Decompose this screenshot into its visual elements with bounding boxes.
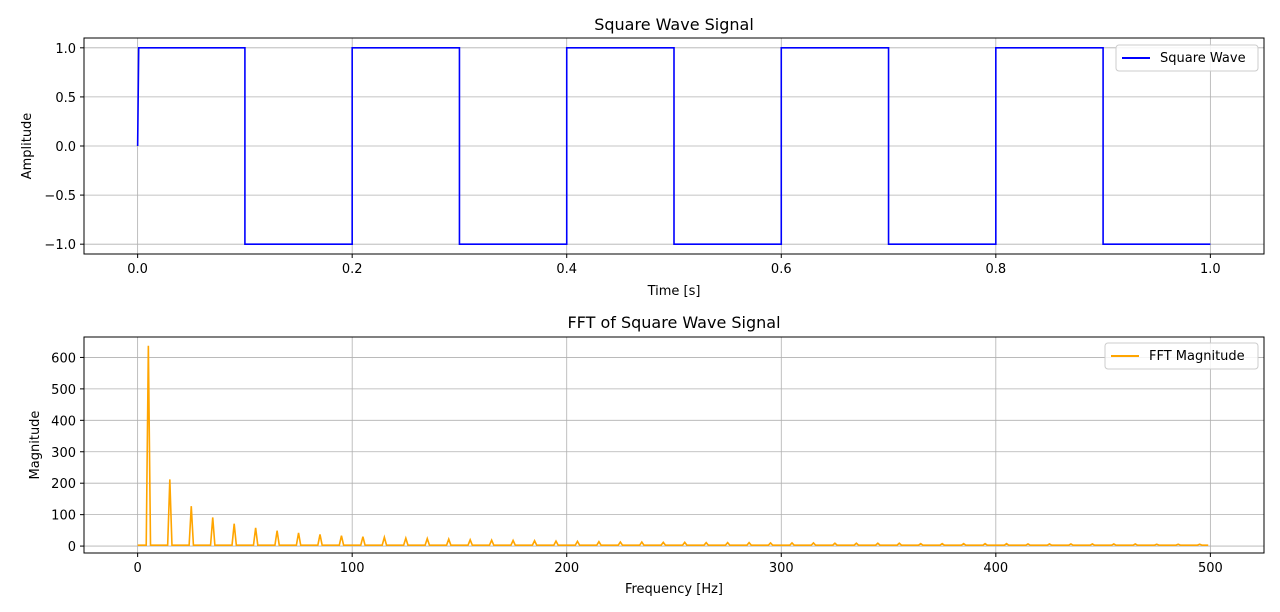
top-legend-box (1115, 44, 1259, 72)
y-tick-label: −1.0 (44, 238, 76, 253)
y-tick-label: 100 (51, 509, 76, 524)
y-tick-label: 0 (68, 540, 76, 555)
top-y-axis-label: Amplitude (20, 113, 35, 180)
bottom-series-layer (137, 345, 1209, 546)
x-tick-label: 1.0 (1200, 262, 1221, 277)
x-tick-label: 0.2 (342, 262, 363, 277)
x-tick-label: 0.6 (771, 262, 792, 277)
top-ticks: 0.0 0.2 0.4 0.6 0.8 1.0 −1.0 −0.5 0.0 0.5 1.0 (44, 42, 1220, 277)
x-tick-label: 500 (1198, 561, 1223, 576)
y-tick-label: 1.0 (55, 42, 76, 57)
bottom-axes-frame (83, 336, 1265, 554)
y-tick-label: 300 (51, 446, 76, 461)
y-tick-label: 200 (51, 477, 76, 492)
y-tick-label: 400 (51, 414, 76, 429)
x-tick-label: 0 (133, 561, 141, 576)
bottom-x-axis-label: Frequency [Hz] (625, 582, 723, 597)
y-tick-label: 0.0 (55, 140, 76, 155)
x-tick-label: 300 (769, 561, 794, 576)
y-tick-label: 600 (51, 351, 76, 366)
x-tick-label: 0.8 (985, 262, 1006, 277)
bottom-legend: FFT Magnitude (1104, 342, 1259, 370)
x-tick-label: 0.4 (556, 262, 577, 277)
x-tick-label: 100 (340, 561, 365, 576)
top-legend: Square Wave (1115, 44, 1259, 72)
bottom-y-axis-label: Magnitude (28, 411, 43, 480)
square-wave-line (136, 47, 1211, 245)
y-tick-label: −0.5 (44, 189, 76, 204)
x-tick-label: 0.0 (127, 262, 148, 277)
top-series-layer (136, 47, 1211, 245)
fft-magnitude-line (137, 345, 1209, 546)
bottom-chart-title: FFT of Square Wave Signal (567, 313, 780, 332)
y-tick-label: 0.5 (55, 91, 76, 106)
bottom-legend-box (1104, 342, 1259, 370)
top-legend-label: Square Wave (1160, 51, 1246, 66)
top-chart-title: Square Wave Signal (594, 15, 754, 34)
bottom-grid (84, 337, 1264, 553)
bottom-legend-label: FFT Magnitude (1149, 349, 1245, 364)
x-tick-label: 400 (983, 561, 1008, 576)
square-wave-subplot: Square Wave Signal 0.0 0.2 0.4 0.6 0.8 1.0 −1.… (20, 15, 1265, 299)
fft-subplot: FFT of Square Wave Signal 0 100 200 300 400 5… (28, 313, 1265, 597)
x-tick-label: 200 (554, 561, 579, 576)
y-tick-label: 500 (51, 383, 76, 398)
top-x-axis-label: Time [s] (647, 284, 701, 299)
bottom-ticks: 0 100 200 300 400 500 0 100 200 300 400 500 600 (51, 351, 1223, 576)
